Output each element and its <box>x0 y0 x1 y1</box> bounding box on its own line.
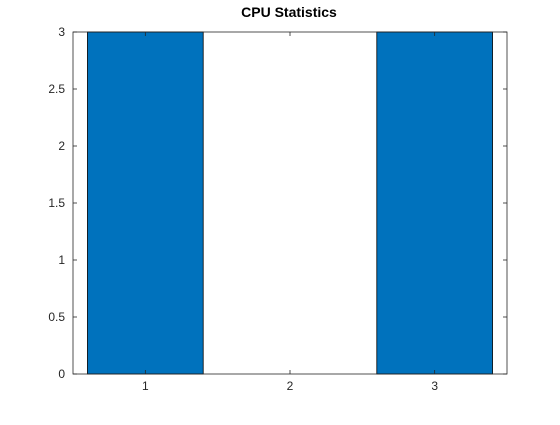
y-tick-label: 0.5 <box>48 310 65 324</box>
bars-layer <box>73 31 507 375</box>
y-tick-label: 1.5 <box>48 196 65 210</box>
bar-1 <box>87 31 204 375</box>
y-tick-label: 1 <box>58 253 65 267</box>
x-tick-label: 3 <box>431 379 438 393</box>
bar-3 <box>376 31 493 375</box>
y-tick-label: 2.5 <box>48 82 65 96</box>
y-tick-label: 3 <box>58 25 65 39</box>
y-tick-label: 2 <box>58 139 65 153</box>
y-tick-label: 0 <box>58 367 65 381</box>
axes-layer: 0 0.5 1 1.5 2 2.5 3 1 2 3 <box>48 25 508 393</box>
x-tick-label: 1 <box>142 379 149 393</box>
x-tick-label: 2 <box>287 379 294 393</box>
chart-title: CPU Statistics <box>241 4 337 20</box>
